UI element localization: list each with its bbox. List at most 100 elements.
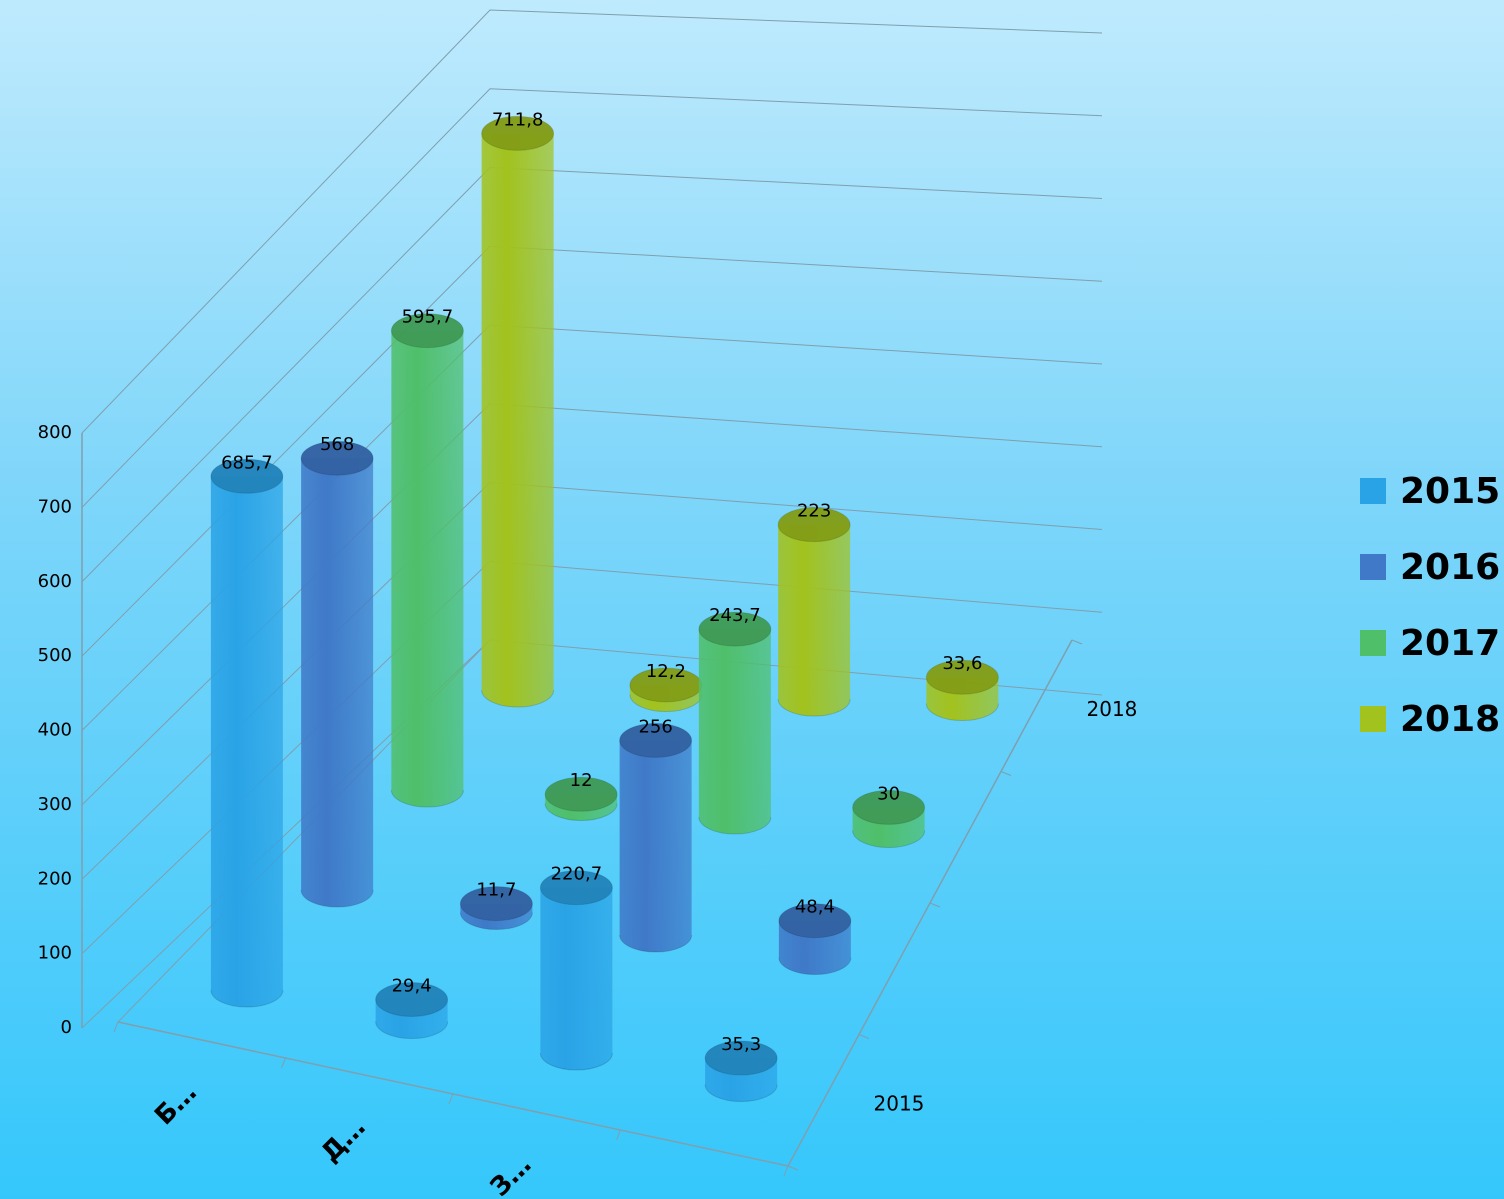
depth-tick	[929, 902, 941, 908]
bar-top	[544, 776, 618, 812]
data-label: 685,7	[221, 452, 273, 473]
bar-top-shade	[375, 982, 448, 1017]
legend-item-2015: 2015	[1360, 470, 1501, 512]
bar-top-shade	[619, 723, 692, 758]
bar-base	[629, 694, 703, 712]
bar-2017-Б…	[390, 313, 464, 808]
legend-swatch-2015	[1360, 478, 1386, 504]
category-labels: Б… Д… З… Т…	[149, 1078, 704, 1199]
bar-base	[375, 1021, 449, 1039]
bar-top-shade	[210, 459, 283, 494]
data-label: 30	[877, 783, 900, 804]
category-tick	[448, 1093, 454, 1105]
category-tick	[113, 1021, 119, 1033]
bar-body	[481, 133, 554, 707]
bar-top	[390, 313, 464, 349]
legend-label-2018: 2018	[1400, 698, 1501, 740]
data-label: 12,2	[646, 661, 686, 682]
y-tick-label: 800	[38, 422, 72, 443]
data-label: 220,7	[551, 864, 603, 885]
data-label: 595,7	[402, 307, 454, 328]
bar-2016-Т…	[778, 903, 852, 975]
bar-top-shade	[301, 441, 374, 476]
bar-top	[777, 507, 851, 543]
data-label: 29,4	[392, 975, 432, 996]
legend-label-2017: 2017	[1400, 622, 1501, 664]
data-label: 11,7	[476, 880, 516, 901]
legend-swatch-2017	[1360, 630, 1386, 656]
depth-tick	[1000, 771, 1012, 776]
bar-base	[481, 689, 555, 708]
data-label: 568	[320, 434, 354, 455]
bar-body	[210, 476, 283, 1007]
bar-body	[540, 887, 613, 1070]
bar-2015-Д…	[375, 981, 449, 1039]
y-axis-ticks: 0 100 200 300 400 500 600 700 800	[38, 422, 72, 1038]
bar-2018-З…	[777, 507, 851, 717]
category-label: З…	[485, 1150, 538, 1199]
bar-top-shade	[698, 612, 771, 647]
bar-top-shade	[778, 507, 851, 542]
category-tick	[783, 1165, 789, 1177]
legend-swatch-2016	[1360, 554, 1386, 580]
bars	[210, 115, 999, 1102]
y-tick-label: 300	[38, 794, 72, 815]
legend-item-2016: 2016	[1360, 547, 1500, 588]
bar-body	[301, 458, 374, 907]
bar-top-shade	[926, 660, 999, 695]
bar-body	[391, 330, 464, 807]
bar-body	[619, 740, 692, 952]
bar-base	[777, 698, 851, 717]
bar-base	[390, 789, 464, 808]
y-tick-label: 0	[61, 1017, 72, 1038]
legend-label-2015: 2015	[1400, 470, 1501, 512]
bar-base	[698, 816, 772, 835]
category-label: Б…	[149, 1078, 203, 1132]
bar-2016-Д…	[459, 886, 533, 930]
bar-2015-Т…	[704, 1040, 778, 1102]
data-labels: 711,8 12,2 223 33,6 595,7 12 243,7 30 568 11,7 256…	[221, 109, 982, 1055]
bar-2015-З…	[539, 870, 613, 1071]
y-tick-label: 600	[38, 571, 72, 592]
data-label: 12	[570, 770, 593, 791]
bar-2016-З…	[619, 722, 693, 953]
category-tick	[616, 1129, 621, 1141]
y-tick-label: 100	[38, 943, 72, 964]
bar-top	[459, 886, 533, 922]
gridline	[81, 88, 1103, 508]
bar-top-shade	[705, 1041, 778, 1076]
bar-2017-Д…	[544, 776, 618, 821]
y-tick-label: 700	[38, 496, 72, 517]
bar-base	[778, 957, 852, 975]
bar-base	[544, 803, 618, 821]
bar-top	[852, 789, 926, 825]
y-tick-label: 500	[38, 645, 72, 666]
bar-top	[704, 1040, 778, 1076]
legend-item-2018: 2018	[1360, 698, 1501, 740]
bar-base	[539, 1052, 613, 1071]
bar-top-shade	[545, 777, 618, 812]
y-tick-label: 200	[38, 868, 72, 889]
bar-top	[778, 903, 852, 939]
bar-top	[210, 458, 284, 494]
bar-body	[698, 629, 771, 834]
data-label: 33,6	[942, 653, 982, 674]
category-tick	[281, 1057, 286, 1069]
bar-top-shade	[540, 870, 613, 905]
bar-top-shade	[852, 790, 925, 825]
bar-top	[698, 611, 772, 647]
bar-2016-Б…	[300, 440, 374, 908]
data-label: 48,4	[795, 897, 835, 918]
bar-top-shade	[778, 903, 851, 938]
bar-base	[619, 934, 693, 953]
depth-label: 2015	[874, 1091, 925, 1115]
depth-label: 2018	[1087, 697, 1138, 721]
depth-labels: 2015 2018	[874, 697, 1138, 1116]
category-label: Д…	[316, 1112, 372, 1168]
depth-tick	[1071, 639, 1083, 645]
data-label: 711,8	[492, 109, 544, 130]
data-label: 223	[797, 501, 831, 522]
bar-2018-Д…	[629, 667, 703, 712]
data-label: 35,3	[721, 1034, 761, 1055]
bar-2018-Б…	[481, 115, 555, 708]
